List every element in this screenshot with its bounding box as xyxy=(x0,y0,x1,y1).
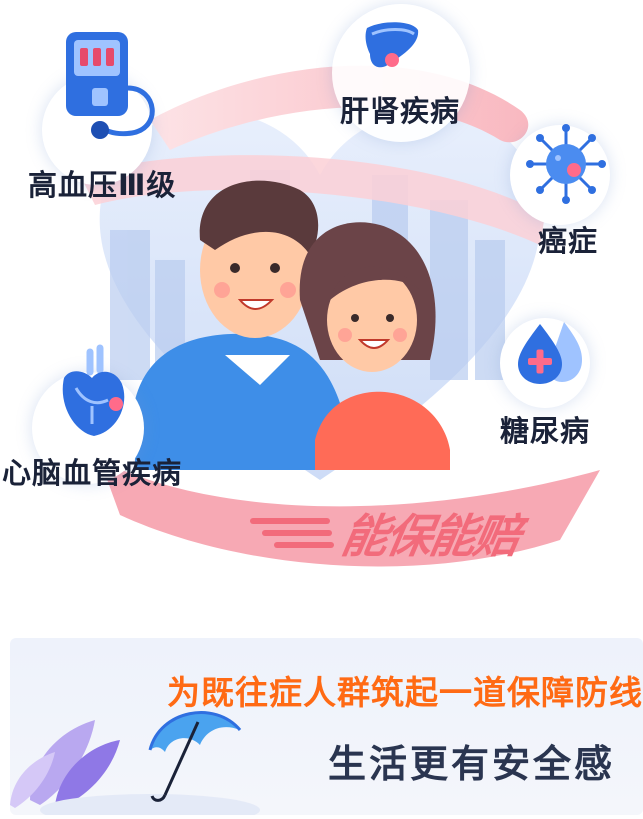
leaf-icon xyxy=(10,720,120,808)
subline: 生活更有安全感 xyxy=(327,742,615,786)
umbrella-icon xyxy=(148,711,242,802)
diabetes-label: 糖尿病 xyxy=(500,414,591,448)
hero-artwork xyxy=(80,65,600,567)
headline: 为既往症人群筑起一道保障防线 xyxy=(167,673,643,712)
cancer-label: 癌症 xyxy=(538,224,599,258)
slogan-band xyxy=(10,638,643,815)
man-figure xyxy=(135,180,345,470)
liver-kidney-label: 肝肾疾病 xyxy=(340,94,461,128)
decoration-group xyxy=(0,690,260,819)
hypertension-label: 高血压Ⅲ级 xyxy=(28,168,177,202)
hero-illustration: 能保能赔 高血压Ⅲ级 肝肾疾病 xyxy=(2,22,606,567)
woman-figure xyxy=(299,222,450,470)
ribbon-middle xyxy=(80,155,545,245)
cardio-label: 心脑血管疾病 xyxy=(2,456,183,490)
ribbon-lower xyxy=(100,460,600,567)
ribbon-stripes xyxy=(250,518,334,548)
ribbon-slogan: 能保能赔 xyxy=(337,509,524,563)
